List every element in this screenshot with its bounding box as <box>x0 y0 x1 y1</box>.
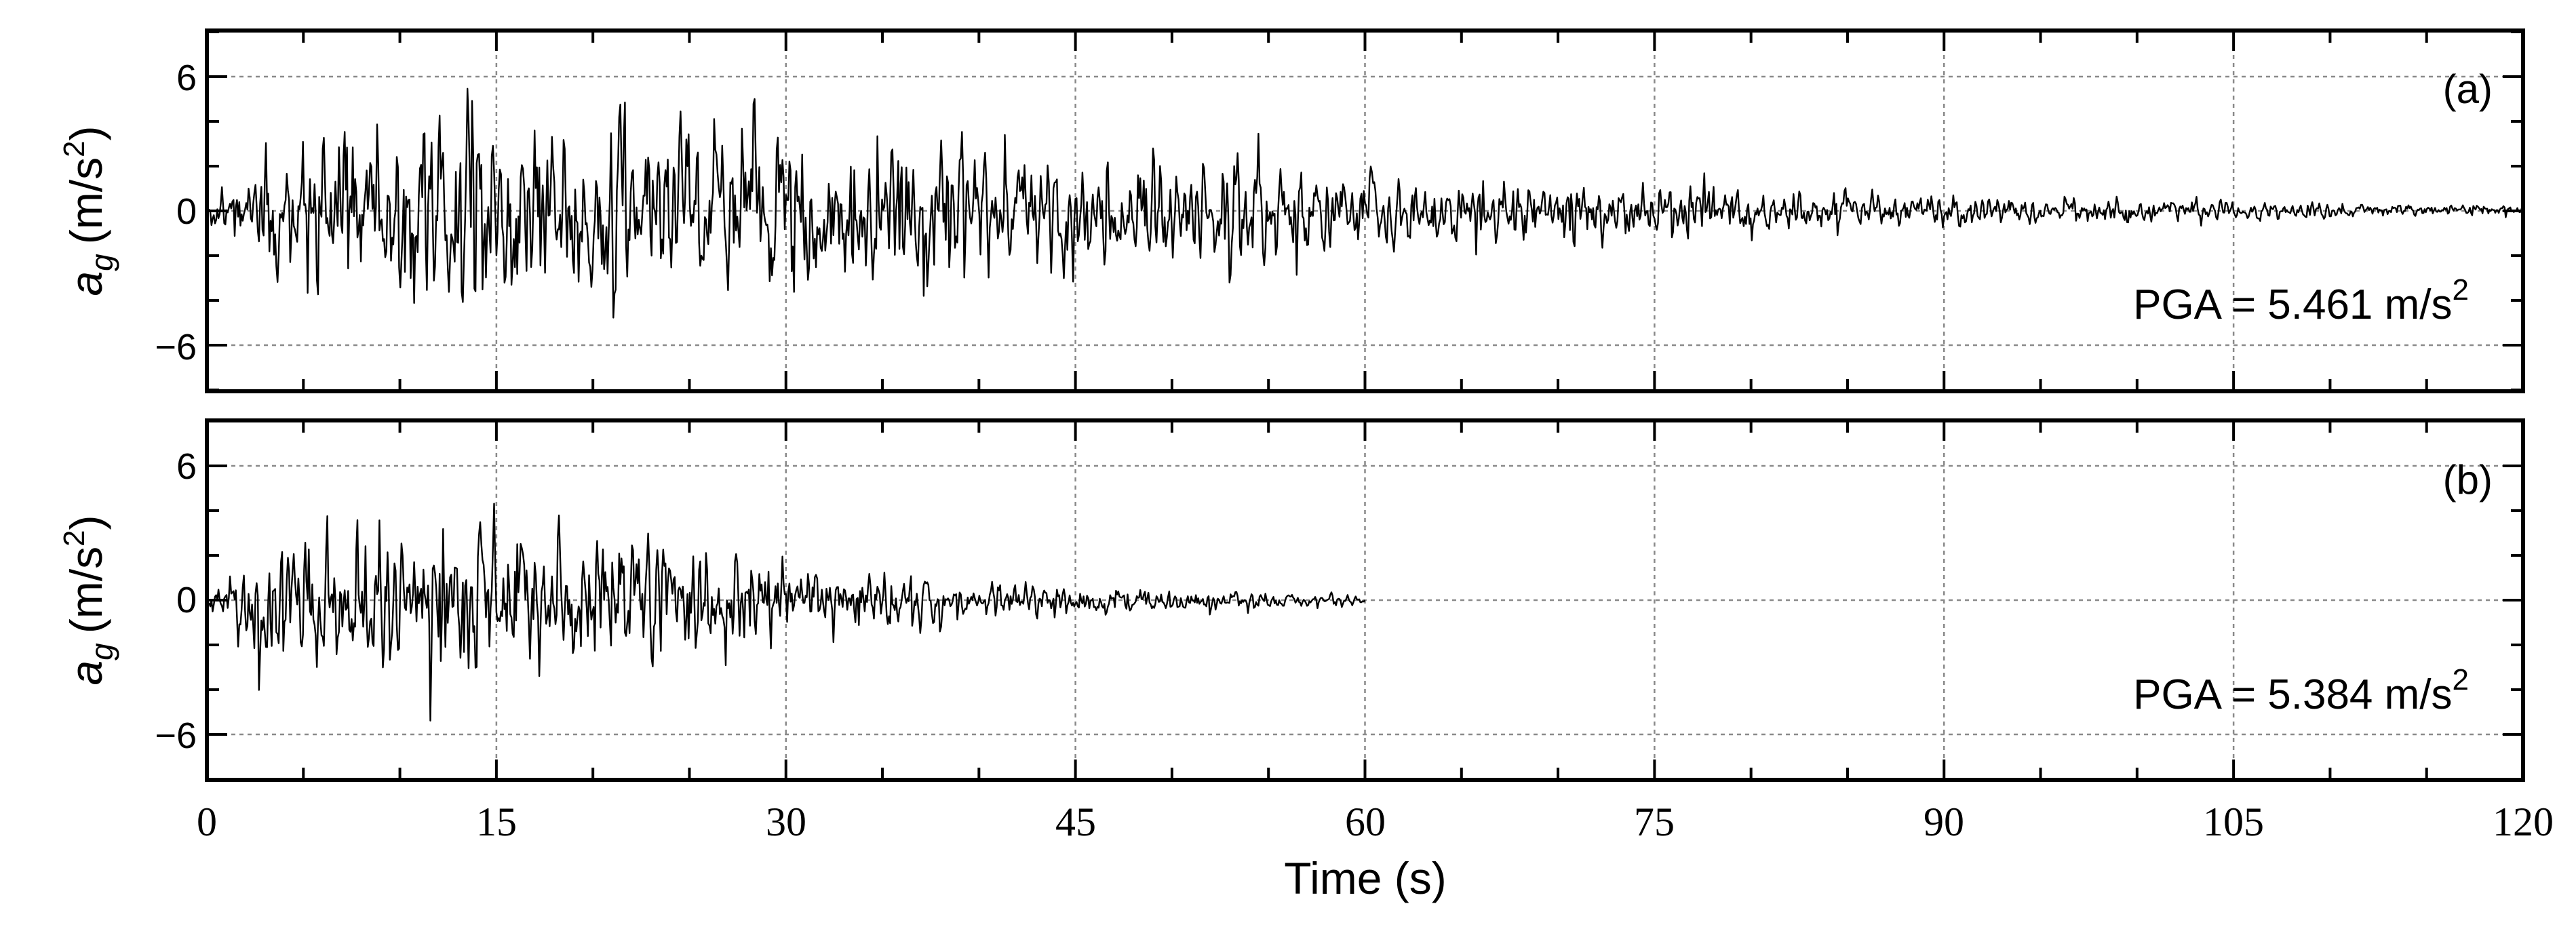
panel-b: 6 0 −6 ag(m/s2) (b) PGA = 5.384 m/s2 <box>58 418 2525 782</box>
panel-a-ylabel-unit-exp: 2 <box>58 140 91 157</box>
panel-a-pga-exp: 2 <box>2453 273 2469 307</box>
xtick-label-45: 45 <box>1055 800 1096 844</box>
xtick-label-60: 60 <box>1345 800 1386 844</box>
panel-b-ylabel-subscript: g <box>84 643 119 660</box>
panel-b-ytick-label-6: 6 <box>176 446 197 487</box>
panel-a-pga-annotation: PGA = 5.461 m/s2 <box>2133 273 2469 328</box>
panel-b-frame <box>205 418 2525 782</box>
x-axis-label: Time (s) <box>1284 853 1447 903</box>
panel-b-pga-annotation: PGA = 5.384 m/s2 <box>2133 663 2469 718</box>
panel-a-ylabel-subscript: g <box>84 254 119 271</box>
panel-a-ytick-label-6: 6 <box>176 58 197 98</box>
panel-a-frame <box>205 28 2525 393</box>
panel-a-ylabel-symbol: a <box>61 271 111 296</box>
panel-b-pga-exp: 2 <box>2453 663 2469 696</box>
panel-a-ylabel: ag (m/s2) <box>58 125 119 296</box>
panel-a-label: (a) <box>2443 66 2493 112</box>
panel-b-ytick-label-0: 0 <box>176 580 197 620</box>
panel-a-ytick-label-neg6: −6 <box>155 327 197 368</box>
xtick-label-0: 0 <box>197 800 217 844</box>
panel-b-ylabel-symbol: a <box>61 660 111 686</box>
panel-b-label: (b) <box>2443 457 2493 502</box>
xtick-label-30: 30 <box>766 800 806 844</box>
panel-b-ylabel-unit: (m/s <box>61 547 111 633</box>
xtick-label-15: 15 <box>476 800 517 844</box>
panel-a: 6 0 −6 ag(m/s2) (a) PGA = 5.461 m/s2 <box>58 28 2525 393</box>
panel-a-ytick-label-0: 0 <box>176 191 197 232</box>
x-axis: 0 15 30 45 60 75 90 105 120 Time (s) <box>197 800 2554 903</box>
panel-b-acceleration-trace <box>206 502 1366 722</box>
panel-b-ylabel: ag (m/s2) <box>58 515 119 685</box>
panel-b-ylabel-unit-close: ) <box>61 515 111 530</box>
panel-b-ytick-label-neg6: −6 <box>155 715 197 756</box>
panel-a-acceleration-trace <box>206 87 2524 319</box>
xtick-label-120: 120 <box>2493 800 2554 844</box>
panel-b-pga-text: PGA = 5.384 m/s <box>2133 671 2452 718</box>
xtick-label-90: 90 <box>1924 800 1964 844</box>
panel-a-pga-text: PGA = 5.461 m/s <box>2133 281 2452 328</box>
xtick-label-105: 105 <box>2203 800 2264 844</box>
panel-a-ylabel-unit: (m/s <box>61 157 111 244</box>
panel-a-ylabel-unit-close: ) <box>61 125 111 140</box>
xtick-label-75: 75 <box>1634 800 1675 844</box>
panel-b-ylabel-unit-exp: 2 <box>58 530 91 546</box>
